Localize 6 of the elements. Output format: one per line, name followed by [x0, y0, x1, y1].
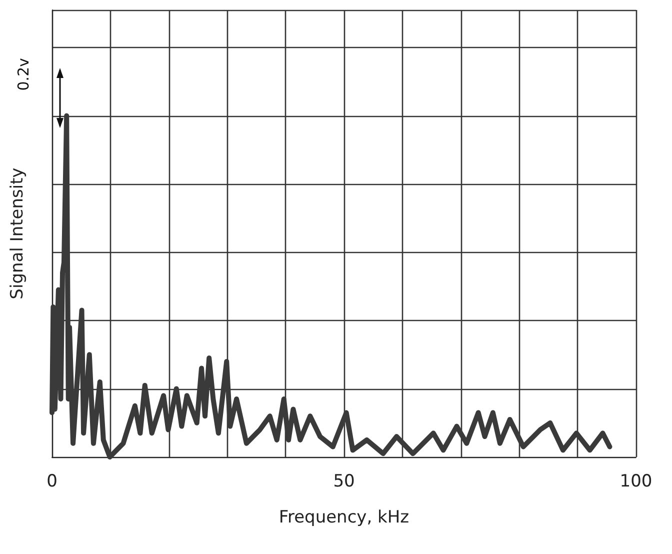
- x-tick-label: 100: [620, 472, 652, 492]
- x-tick-label: 50: [333, 472, 355, 492]
- y-axis-title: Signal Intensity: [8, 168, 28, 300]
- text: 0.2v: [14, 58, 32, 91]
- x-tick-label: 0: [46, 472, 58, 492]
- x-axis-title: Frequency, kHz: [278, 508, 410, 528]
